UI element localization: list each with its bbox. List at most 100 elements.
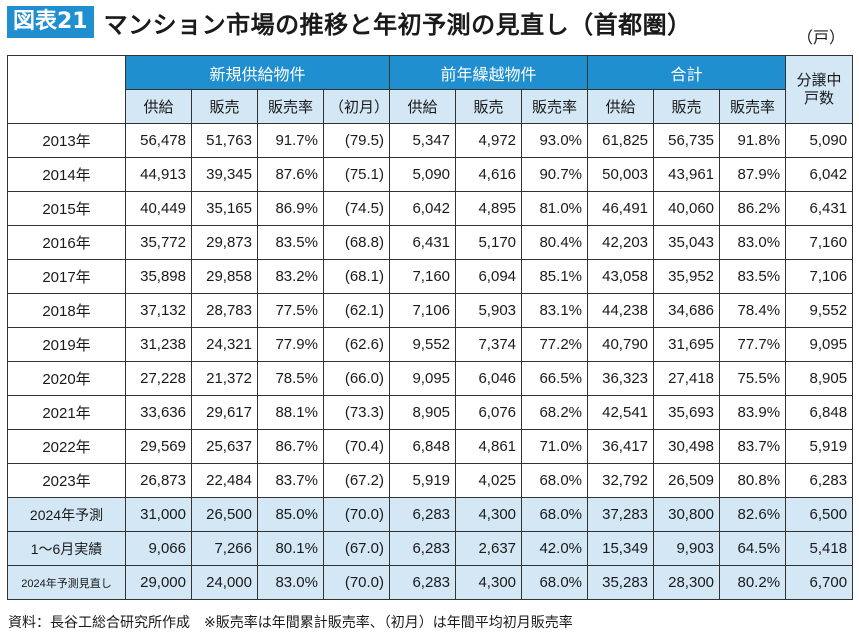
table-cell: 7,160 xyxy=(785,225,854,260)
table-cell: 6,500 xyxy=(785,497,854,532)
table-cell: 75.5% xyxy=(719,361,787,396)
sub-header: 販売率 xyxy=(521,89,589,124)
table-cell: 9,552 xyxy=(785,293,854,328)
table-cell: 7,106 xyxy=(785,259,854,294)
table-cell: 9,095 xyxy=(785,327,854,362)
table-cell: 42.0% xyxy=(521,531,589,566)
table-cell: 56,735 xyxy=(653,123,721,158)
table-row: 2023年 26,873 22,484 83.7% (67.2) 5,919 4,025 68… xyxy=(7,463,854,498)
table-cell: 87.9% xyxy=(719,157,787,192)
table-row: 2022年 29,569 25,637 86.7% (70.4) 6,848 4,861 71… xyxy=(7,429,854,464)
row-label: 2024年予測見直し xyxy=(7,565,126,600)
table-cell: 61,825 xyxy=(587,123,655,158)
table-cell: 25,637 xyxy=(191,429,258,464)
table-cell: 5,090 xyxy=(785,123,854,158)
table-cell: 80.4% xyxy=(521,225,589,260)
table-cell: 7,106 xyxy=(389,293,457,328)
table-row: 2013年 56,478 51,763 91.7% (79.5) 5,347 4,972 93… xyxy=(7,123,854,158)
table-cell: 4,300 xyxy=(455,565,523,600)
table-cell: 42,541 xyxy=(587,395,655,430)
sub-header: 販売 xyxy=(191,89,258,124)
table-cell: 5,903 xyxy=(455,293,523,328)
table-cell: 29,858 xyxy=(191,259,258,294)
table-cell: 6,283 xyxy=(389,565,457,600)
unit-label: （戸） xyxy=(796,28,845,47)
table-cell: 9,552 xyxy=(389,327,457,362)
table-cell: 43,058 xyxy=(587,259,655,294)
table-cell: 40,060 xyxy=(653,191,721,226)
table-cell: 36,417 xyxy=(587,429,655,464)
source-note: 資料：長谷工総合研究所作成 ※販売率は年間累計販売率、（初月）は年間平均初月販売… xyxy=(8,615,573,631)
table-cell: 28,783 xyxy=(191,293,258,328)
table-cell: 43,961 xyxy=(653,157,721,192)
table-cell: 78.5% xyxy=(257,361,324,396)
table-cell: 85.0% xyxy=(257,497,324,532)
table-cell: 87.6% xyxy=(257,157,324,192)
table-cell: 68.2% xyxy=(521,395,589,430)
table-row: 2016年 35,772 29,873 83.5% (68.8) 6,431 5,170 80… xyxy=(7,225,854,260)
table-cell: 9,095 xyxy=(389,361,457,396)
table-cell: 35,693 xyxy=(653,395,721,430)
table-row: 2019年 31,238 24,321 77.9% (62.6) 9,552 7,374 77… xyxy=(7,327,854,362)
table-cell: 6,042 xyxy=(785,157,854,192)
table-cell: 4,972 xyxy=(455,123,523,158)
table-cell: (70.0) xyxy=(322,497,391,532)
table-cell: 6,283 xyxy=(389,497,457,532)
table-cell: 6,848 xyxy=(785,395,854,430)
table-cell: 5,170 xyxy=(455,225,523,260)
table-cell: (74.5) xyxy=(322,191,391,226)
sub-header: 販売 xyxy=(653,89,721,124)
table-cell: 28,300 xyxy=(653,565,721,600)
table-cell: 83.1% xyxy=(521,293,589,328)
table-cell: 2,637 xyxy=(455,531,523,566)
row-label: 2016年 xyxy=(7,225,126,260)
table-row: 2018年 37,132 28,783 77.5% (62.1) 7,106 5,903 83… xyxy=(7,293,854,328)
sub-header: 供給 xyxy=(389,89,457,124)
table-cell: 6,431 xyxy=(389,225,457,260)
table-cell: 30,800 xyxy=(653,497,721,532)
table-cell: 6,076 xyxy=(455,395,523,430)
table-cell: 77.5% xyxy=(257,293,324,328)
sub-header: 販売率 xyxy=(719,89,787,124)
table-cell: (68.1) xyxy=(322,259,391,294)
table-cell: (62.6) xyxy=(322,327,391,362)
forecast-row: 1～6月実績 9,066 7,266 80.1% (67.0) 6,283 2,637 42.… xyxy=(7,531,854,566)
table-cell: 26,500 xyxy=(191,497,258,532)
table-cell: 35,043 xyxy=(653,225,721,260)
table-cell: 68.0% xyxy=(521,565,589,600)
table-cell: 9,066 xyxy=(125,531,192,566)
forecast-row: 2024年予測見直し 29,000 24,000 83.0% (70.0) 6,283 4,… xyxy=(7,565,854,600)
table-cell: 6,283 xyxy=(389,531,457,566)
table-cell: 77.2% xyxy=(521,327,589,362)
table-cell: (70.4) xyxy=(322,429,391,464)
table-cell: 6,042 xyxy=(389,191,457,226)
table-cell: (73.3) xyxy=(322,395,391,430)
table-cell: 86.9% xyxy=(257,191,324,226)
table-cell: 6,700 xyxy=(785,565,854,600)
table-cell: 35,165 xyxy=(191,191,258,226)
table-cell: 33,636 xyxy=(125,395,192,430)
table-cell: 5,919 xyxy=(785,429,854,464)
table-cell: (68.8) xyxy=(322,225,391,260)
table-row: 2014年 44,913 39,345 87.6% (75.1) 5,090 4,616 90… xyxy=(7,157,854,192)
table-cell: 27,228 xyxy=(125,361,192,396)
table-cell: 86.7% xyxy=(257,429,324,464)
table-cell: 51,763 xyxy=(191,123,258,158)
row-label: 2018年 xyxy=(7,293,126,328)
table-cell: 80.1% xyxy=(257,531,324,566)
table-cell: 15,349 xyxy=(587,531,655,566)
table-cell: 29,000 xyxy=(125,565,192,600)
table-cell: 85.1% xyxy=(521,259,589,294)
table-cell: 5,418 xyxy=(785,531,854,566)
table-cell: (70.0) xyxy=(322,565,391,600)
table-cell: 8,905 xyxy=(389,395,457,430)
table-cell: 35,283 xyxy=(587,565,655,600)
table-cell: 6,848 xyxy=(389,429,457,464)
table-cell: 78.4% xyxy=(719,293,787,328)
table-cell: 21,372 xyxy=(191,361,258,396)
table-cell: 24,321 xyxy=(191,327,258,362)
table-cell: (66.0) xyxy=(322,361,391,396)
table-cell: (67.0) xyxy=(322,531,391,566)
group-header-total: 合計 xyxy=(587,55,787,90)
table-cell: 9,903 xyxy=(653,531,721,566)
